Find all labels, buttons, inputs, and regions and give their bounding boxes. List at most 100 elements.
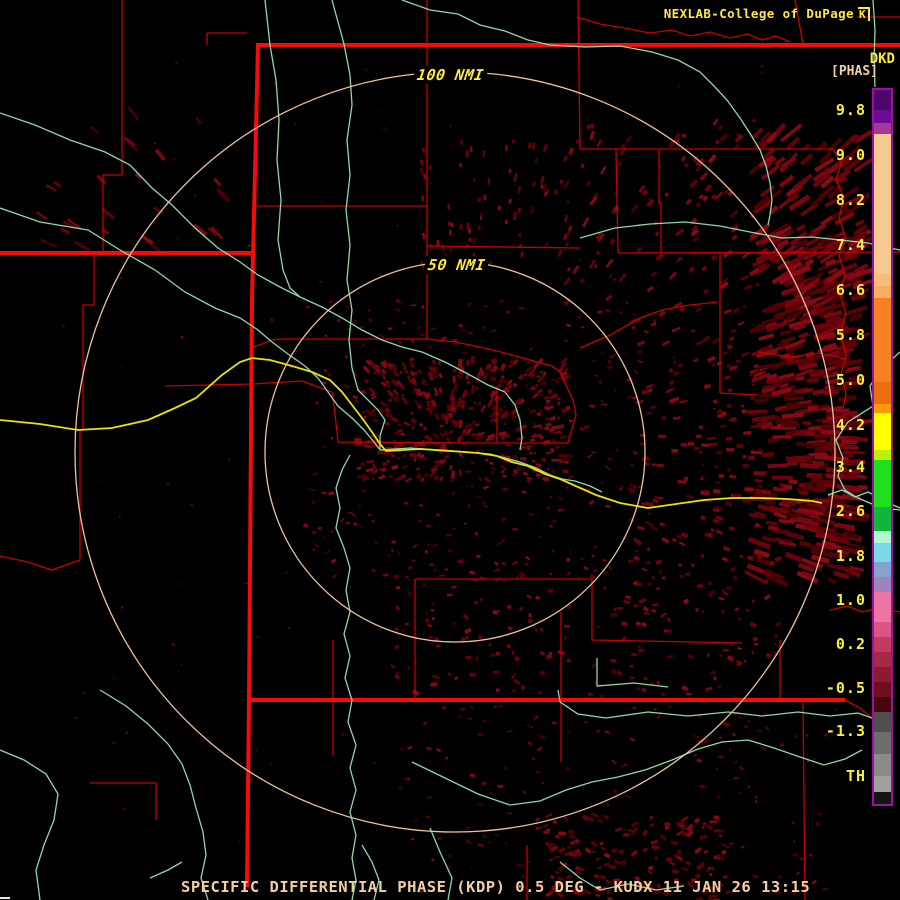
river-line [872,0,876,88]
colorbar-tick-label: 7.4 [835,236,866,254]
colorbar-segment [874,732,891,754]
county-border-line [415,578,743,644]
colorbar-segment [874,637,891,652]
colorbar-tick-label: 6.6 [835,281,866,299]
river-line [429,827,453,900]
county-border-line [576,16,791,43]
county-border-line [579,301,719,349]
colorbar-segment [874,667,891,682]
colorbar-segment [874,562,891,577]
highways-layer [0,357,823,509]
river-line [411,739,863,806]
colorbar-segment [874,792,891,804]
colorbar-tick-label: 1.0 [835,591,866,609]
colorbar-segment [874,413,891,450]
river-line [0,207,381,451]
county-border-line [426,338,577,444]
colorbar-tick-label: 9.8 [835,101,866,119]
colorbar-segment [874,110,891,123]
colorbar-segment [874,577,891,592]
colorbar-tick-label: 2.6 [835,502,866,520]
colorbar-segment [874,531,891,543]
colorbar-segment [874,404,891,413]
colorbar-segment [874,90,891,110]
colorbar-tick-label: 9.0 [835,146,866,164]
river-line [264,0,301,298]
colorbar-segment [874,507,891,531]
site-title-text: NEXLAB-College of DuPage [663,6,854,21]
colorbar-segment [874,682,891,697]
colorbar-tick-label: 5.0 [835,371,866,389]
county-border-line [658,149,662,253]
edge-mark [0,897,10,899]
county-border-line [757,351,847,360]
colorbar-segment [874,754,891,776]
colorbar-segment [874,592,891,622]
river-line [361,844,380,900]
range-ring-label: 100 NMI [412,66,488,84]
county-border-line [615,148,619,254]
colorbar-segment [874,776,891,792]
state-borders-layer [0,43,900,888]
colorbar-tick-label: 5.8 [835,326,866,344]
colorbar-segment [874,382,891,404]
river-line [149,861,183,879]
colorbar-segment [874,460,891,507]
river-line [99,689,209,900]
cod-logo-icon: K [857,7,870,21]
misc-marks-layer [0,897,10,899]
colorbar-segment [874,450,891,460]
county-border-line [794,0,804,45]
colorbar-segment [874,697,891,712]
river-line [0,749,59,900]
state-border-line [245,44,260,888]
river-line [579,221,900,251]
river-line [335,454,357,900]
colorbar-segment [874,286,891,298]
county-border-line [802,699,806,900]
colorbar-segment [874,123,891,134]
colorbar-segment [874,652,891,667]
colorbar-segment [874,622,891,637]
colorbar-tick-label: 0.2 [835,635,866,653]
colorbar-segment [874,298,891,382]
county-border-line [0,555,81,571]
river-line [559,861,685,891]
county-border-line [426,245,581,249]
colorbar-tick-label: -1.3 [825,722,866,740]
county-border-line [90,782,157,820]
county-border-line [719,392,759,396]
river-line [596,658,669,688]
radar-echoes-layer [36,61,876,900]
colorbar-segment [874,274,891,286]
colorbar-tick-label: TH [845,767,866,785]
colorbar-segment [874,543,891,562]
county-border-line [102,0,123,253]
kdp-color-scale [872,88,893,806]
county-border-line [249,338,427,349]
colorbar-segment [874,134,891,274]
site-title: NEXLAB-College of DuPage K [664,6,870,21]
county-border-line [79,253,95,560]
river-line [401,0,773,226]
colorbar-tick-label: 8.2 [835,191,866,209]
river-line [827,489,900,509]
county-border-line [164,380,568,444]
river-line [0,112,523,451]
highway-line [0,357,823,509]
range-ring-label: 50 NMI [423,256,490,274]
river-line [331,0,386,450]
colorbar-product-label: DKD [869,51,895,67]
county-border-line [832,148,847,409]
colorbar-tick-label: 1.8 [835,547,866,565]
county-border-line [844,699,873,719]
colorbar-tick-label: -0.5 [825,679,866,697]
colorbar-tick-label: 4.2 [835,416,866,434]
river-line [557,689,873,719]
colorbar-segment [874,712,891,732]
colorbar-tick-label: 3.4 [835,458,866,476]
